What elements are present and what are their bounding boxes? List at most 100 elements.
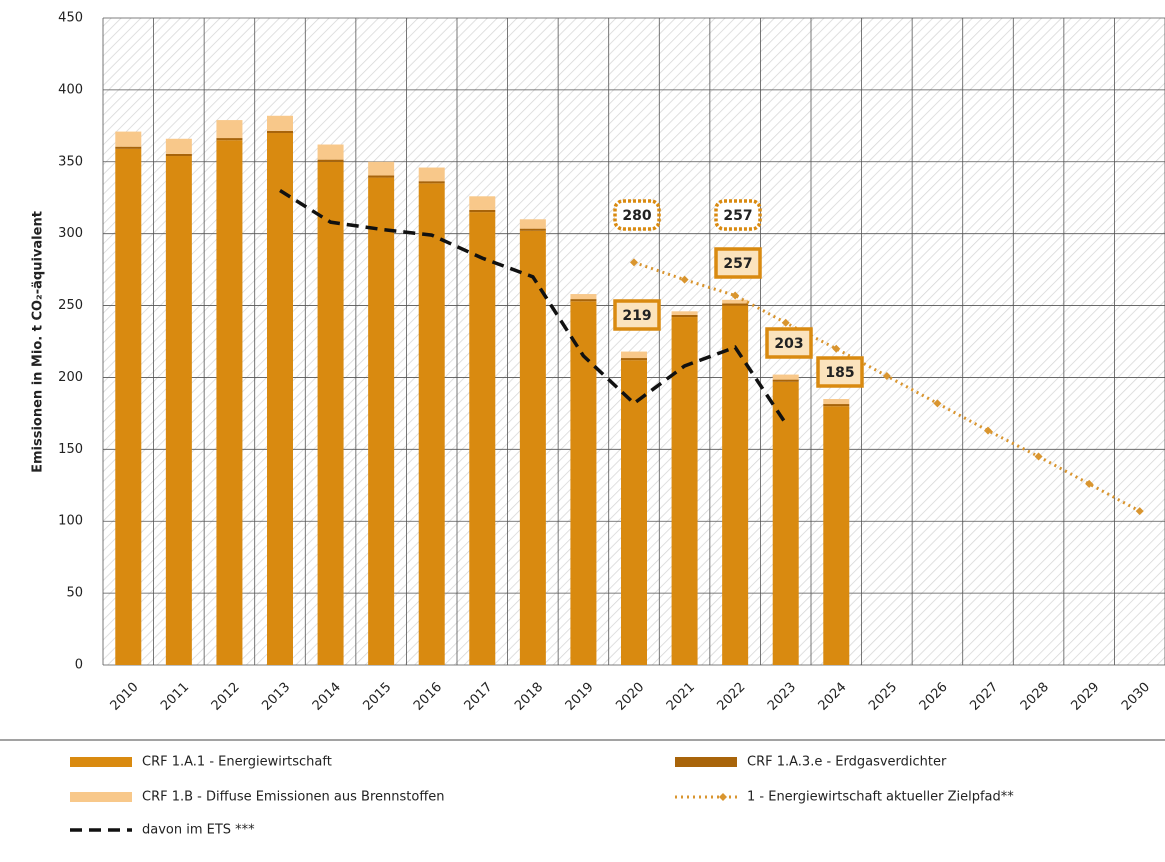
bar-segment <box>671 311 698 315</box>
x-tick-label: 2023 <box>765 680 799 714</box>
bar-segment <box>469 196 496 210</box>
line-marker <box>933 399 942 408</box>
annotation-label: 257 <box>723 256 752 272</box>
y-tick-label: 400 <box>58 82 83 97</box>
x-tick-label: 2026 <box>917 680 951 714</box>
bar-segment <box>722 299 749 304</box>
line-series <box>633 261 1141 513</box>
x-tick-label: 2011 <box>158 680 192 714</box>
annotation-box <box>714 247 762 279</box>
annotation-label: 280 <box>622 208 651 224</box>
bar-segment <box>165 138 192 154</box>
line-marker <box>781 318 790 327</box>
bar-segment <box>216 140 243 665</box>
x-tick-label: 2030 <box>1119 680 1153 714</box>
x-tick-label: 2015 <box>360 680 394 714</box>
bar-segment <box>772 379 799 382</box>
x-tick-label: 2019 <box>563 680 597 714</box>
bar-segment <box>519 228 546 231</box>
legend-label: CRF 1.A.3.e - Erdgasverdichter <box>747 755 947 770</box>
bar-segment <box>418 183 445 665</box>
bar-segment <box>621 358 647 361</box>
bar-segment <box>368 175 395 178</box>
bar-segment <box>368 161 395 176</box>
x-tick-label: 2029 <box>1068 680 1102 714</box>
x-tick-label: 2021 <box>664 680 698 714</box>
bar-segment <box>519 230 546 665</box>
annotation-box <box>613 299 661 331</box>
y-tick-label: 250 <box>58 298 83 313</box>
x-tick-label: 2014 <box>310 680 344 714</box>
bar-segment <box>722 303 749 306</box>
bar-segment <box>368 177 395 666</box>
bar-segment <box>317 161 344 665</box>
bar-segment <box>469 212 496 665</box>
bar-segment <box>418 181 445 184</box>
bar-segment <box>671 317 698 665</box>
bar-segment <box>823 406 850 665</box>
x-tick-label: 2013 <box>259 680 293 714</box>
legend-label: davon im ETS *** <box>142 823 255 838</box>
line-marker <box>680 275 689 284</box>
x-tick-label: 2010 <box>108 680 142 714</box>
bar-segment <box>216 120 243 139</box>
y-tick-label: 450 <box>58 11 83 26</box>
bar-segment <box>621 351 647 359</box>
legend-marker <box>719 793 727 801</box>
legend-swatch <box>70 757 132 767</box>
annotation-label: 185 <box>825 365 854 381</box>
legend-swatch <box>675 757 737 767</box>
bar-segment <box>216 138 243 141</box>
x-tick-label: 2017 <box>462 680 496 714</box>
bar-segment <box>165 156 192 665</box>
x-tick-label: 2016 <box>411 680 445 714</box>
bar-segment <box>772 374 799 380</box>
y-tick-label: 0 <box>75 658 83 673</box>
legend-label: CRF 1.A.1 - Energiewirtschaft <box>142 755 332 770</box>
bar-segment <box>570 301 597 665</box>
x-tick-label: 2024 <box>816 680 850 714</box>
annotation-box <box>765 327 813 359</box>
annotation-box <box>613 199 661 231</box>
bar-segment <box>115 148 142 666</box>
x-tick-label: 2027 <box>967 680 1001 714</box>
bar-segment <box>418 167 445 182</box>
y-axis-label: Emissionen in Mio. t CO₂-äquivalent <box>31 211 46 473</box>
bar-segment <box>469 209 496 213</box>
x-tick-label: 2025 <box>866 680 900 714</box>
x-tick-label: 2020 <box>613 680 647 714</box>
bar-segment <box>823 399 850 405</box>
bar-segment <box>267 115 293 131</box>
line-marker <box>1085 479 1094 488</box>
bar-segment <box>267 133 293 665</box>
x-tick-label: 2012 <box>209 680 243 714</box>
line-marker <box>630 258 638 267</box>
line-marker <box>882 372 891 381</box>
legend-label: CRF 1.B - Diffuse Emissionen aus Brennst… <box>142 790 445 805</box>
line-series <box>279 189 788 425</box>
y-tick-label: 200 <box>58 370 83 385</box>
bar-segment <box>165 153 192 157</box>
line-marker <box>1034 452 1043 461</box>
bar-segment <box>621 360 647 665</box>
annotation-box <box>816 356 864 388</box>
annotation-label: 257 <box>723 208 752 224</box>
bar-segment <box>115 131 142 147</box>
bar-segment <box>115 146 142 149</box>
annotation-box <box>714 199 762 231</box>
y-tick-label: 50 <box>66 586 83 601</box>
bar-segment <box>317 159 344 162</box>
legend-swatch <box>70 792 132 802</box>
line-marker <box>731 291 740 300</box>
y-tick-label: 100 <box>58 514 83 529</box>
x-tick-label: 2022 <box>714 680 748 714</box>
bar-segment <box>570 299 597 302</box>
annotation-label: 219 <box>622 308 651 324</box>
bar-segment <box>671 314 698 318</box>
legend-label: 1 - Energiewirtschaft aktueller Zielpfad… <box>747 790 1014 805</box>
bar-segment <box>519 219 546 229</box>
x-tick-label: 2028 <box>1018 680 1052 714</box>
line-marker <box>1135 507 1144 516</box>
x-tick-label: 2018 <box>512 680 546 714</box>
